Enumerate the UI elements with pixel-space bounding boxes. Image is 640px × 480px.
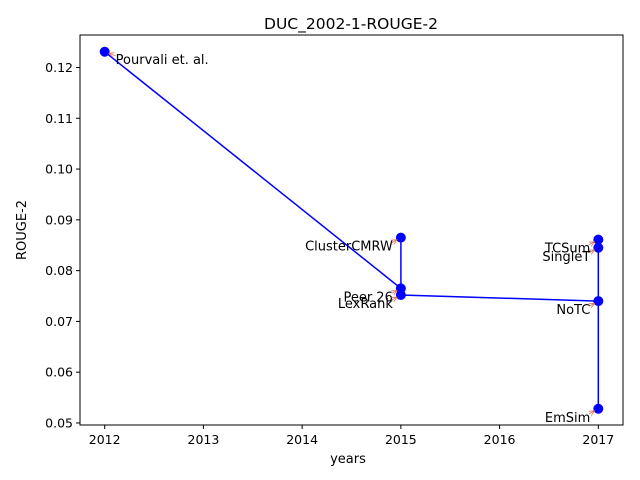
plot-area: [80, 35, 623, 425]
y-axis: 0.05 0.06 0.07 0.08 0.09 0.10 0.11 0.12: [45, 60, 80, 430]
data-point: [395, 290, 406, 300]
annotation-arrowhead: [588, 302, 596, 309]
annotation-arrowhead: [588, 241, 596, 247]
y-tick-label: 0.08: [45, 263, 73, 278]
annotation-arrowhead: [588, 249, 596, 255]
data-point: [395, 232, 406, 243]
annotation-arrow: [589, 241, 595, 245]
y-tick-label: 0.12: [45, 60, 73, 75]
annotation-arrow: [391, 296, 398, 301]
annotation-arrow: [391, 290, 398, 294]
series-layer: [99, 46, 604, 414]
y-tick-label: 0.10: [45, 162, 73, 177]
y-axis-label: ROUGE-2: [15, 200, 30, 260]
annotation-arrowhead: [108, 52, 115, 58]
annotation-arrow: [391, 239, 398, 243]
x-tick-label: 2016: [484, 432, 516, 447]
x-axis: 2012 2013 2014 2015 2016 2017: [89, 425, 614, 447]
point-annotation: Pourvali et. al.: [116, 53, 209, 68]
point-annotation: EmSim: [545, 411, 590, 426]
x-axis-label: years: [330, 452, 366, 467]
data-point: [593, 296, 604, 307]
point-annotation: Peer 26: [343, 290, 392, 305]
y-tick-label: 0.11: [45, 111, 73, 126]
annotation-arrowhead: [588, 410, 596, 416]
point-annotation: ClusterCMRW: [305, 240, 393, 255]
annotation-layer: Pourvali et. al. Peer 26 ClusterCMRW LexRan…: [108, 52, 596, 426]
annotation-arrow: [108, 52, 116, 57]
point-annotation: NoTC: [556, 303, 590, 318]
y-tick-label: 0.07: [45, 314, 73, 329]
x-tick-label: 2012: [89, 432, 121, 447]
annotation-arrow: [589, 249, 595, 254]
data-point: [593, 403, 604, 414]
x-tick-label: 2015: [385, 432, 417, 447]
y-tick-label: 0.06: [45, 365, 73, 380]
chart-title: DUC_2002-1-ROUGE-2: [264, 15, 438, 34]
plot-frame: [79, 34, 624, 426]
point-annotation: TCSum: [544, 242, 590, 257]
annotation-arrowhead: [391, 296, 398, 303]
data-point: [99, 46, 110, 57]
y-tick-label: 0.09: [45, 212, 73, 227]
annotation-arrowhead: [391, 239, 398, 245]
x-tick-label: 2014: [286, 432, 318, 447]
x-tick-label: 2017: [582, 432, 614, 447]
point-annotation: LexRank: [338, 297, 393, 312]
annotation-arrowhead: [391, 290, 398, 296]
point-annotation: SingleT: [542, 250, 590, 265]
y-tick-label: 0.05: [45, 415, 73, 430]
data-point: [593, 234, 604, 245]
annotation-arrow: [589, 410, 595, 415]
x-tick-label: 2013: [188, 432, 220, 447]
annotation-arrow: [589, 302, 595, 307]
